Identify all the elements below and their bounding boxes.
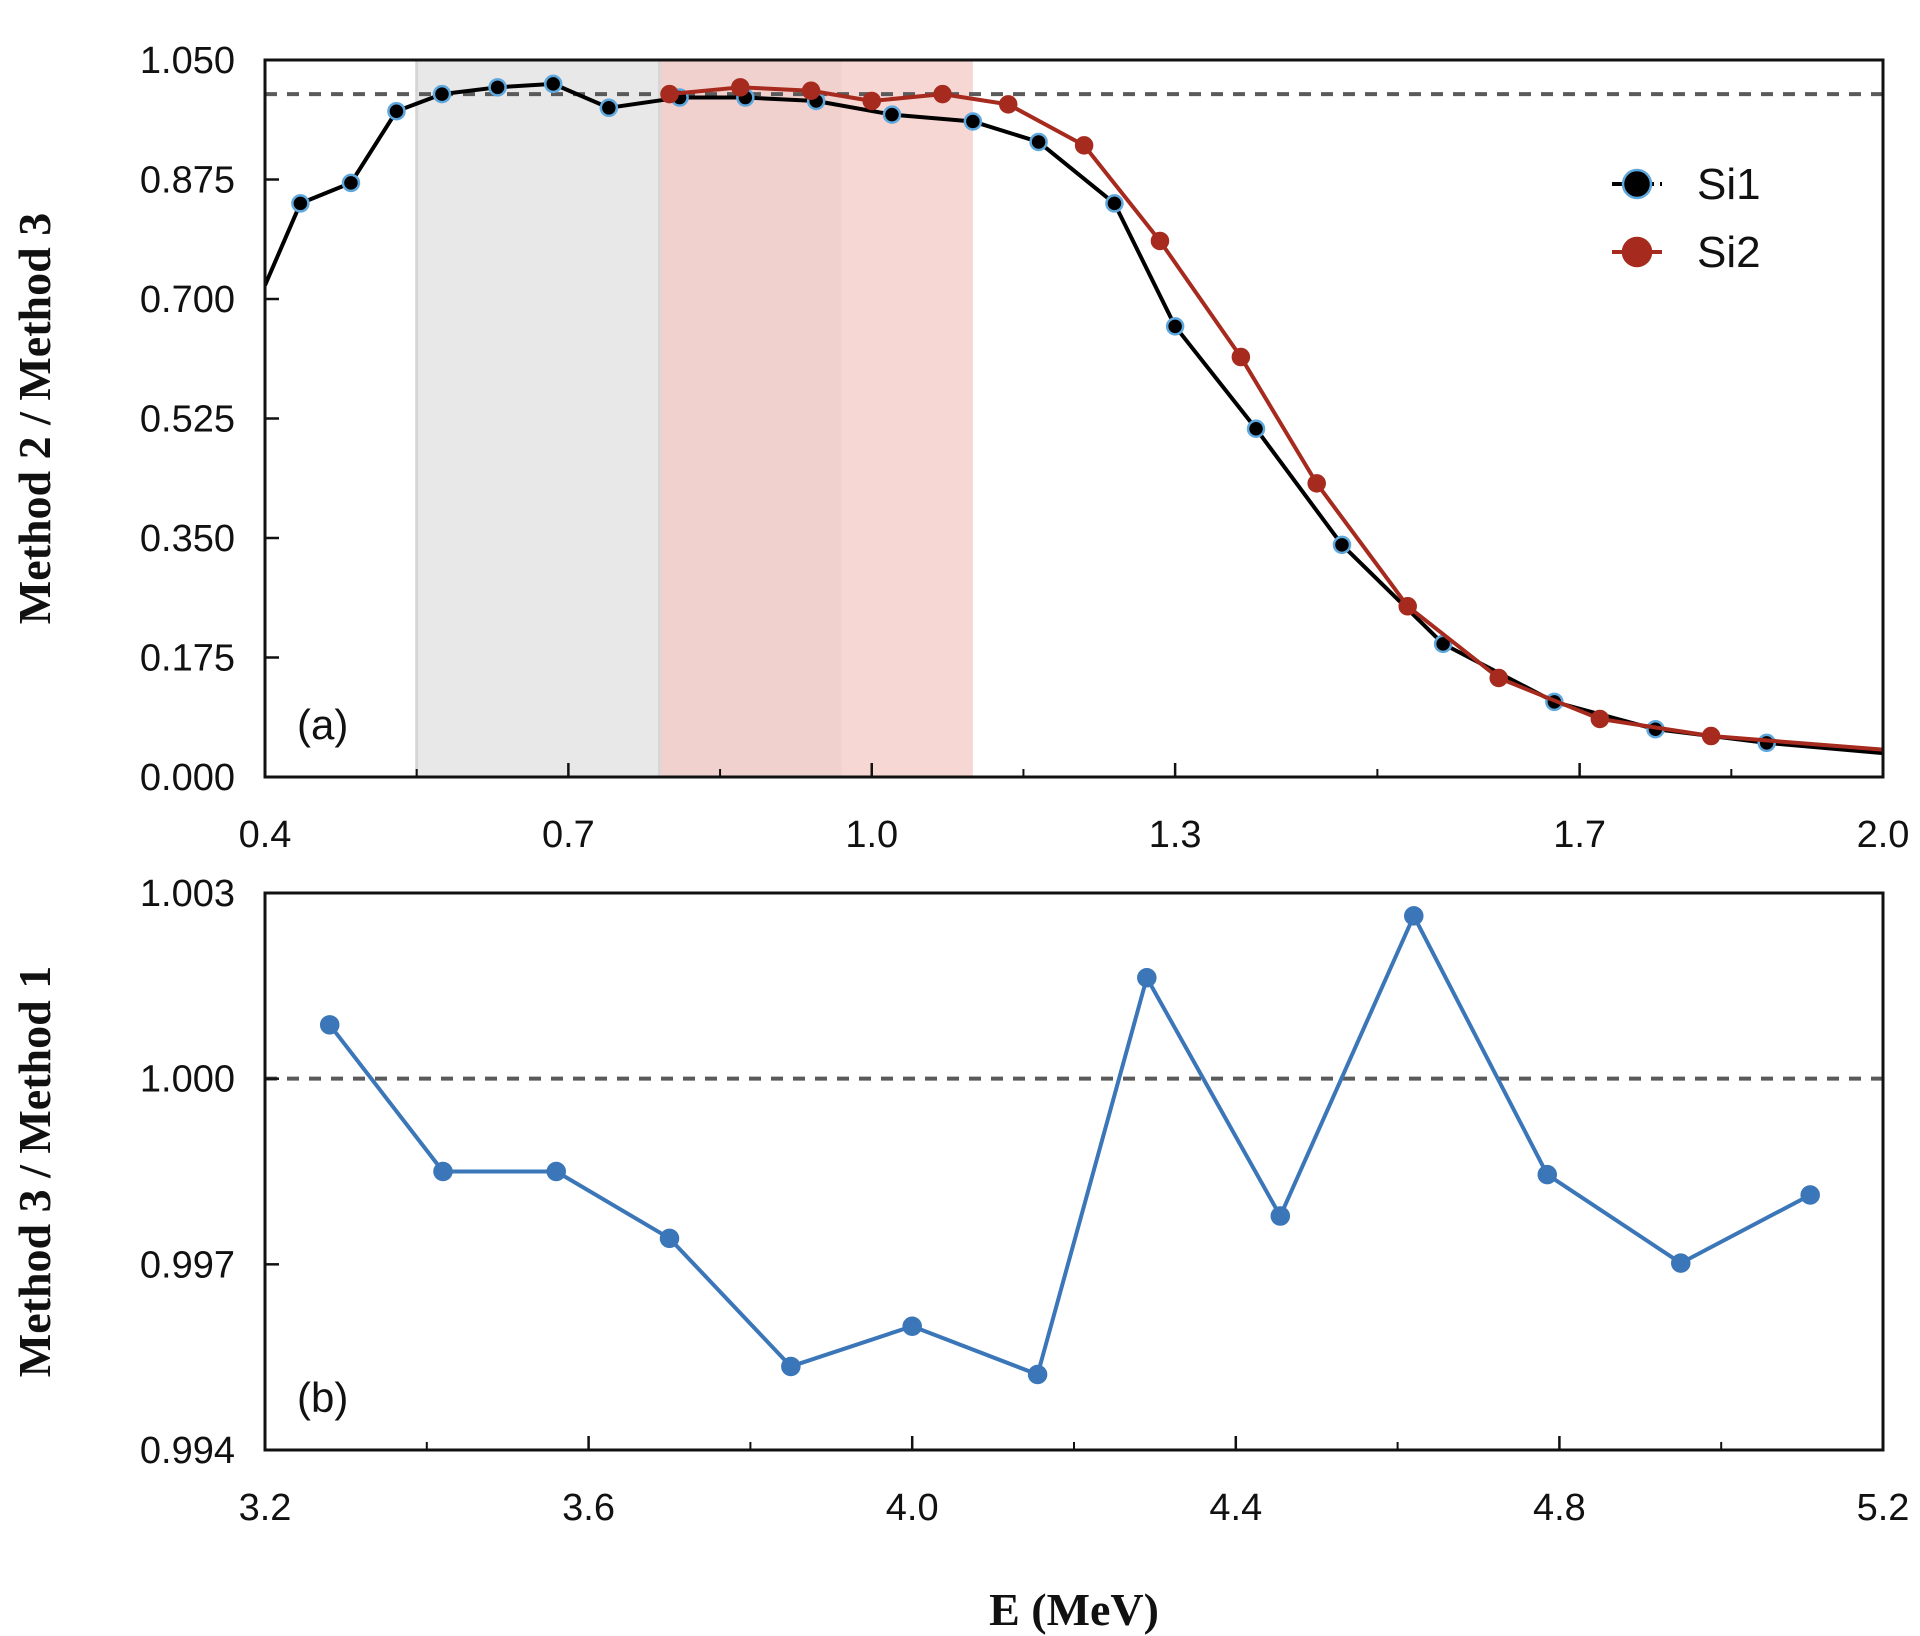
- x-tick-label: 2.0: [1857, 814, 1910, 856]
- x-tick-label: 1.0: [845, 814, 898, 856]
- data-point: [1165, 317, 1185, 336]
- data-point: [1270, 1206, 1291, 1226]
- data-point: [1537, 1164, 1558, 1185]
- y-tick-label: 0.175: [140, 638, 235, 680]
- series-group: [265, 74, 1883, 756]
- shaded-region: [659, 60, 973, 777]
- data-point: [1246, 419, 1266, 438]
- data-point: [781, 1356, 801, 1377]
- data-point: [1137, 968, 1157, 988]
- data-point: [660, 84, 679, 104]
- y-tick-label: 0.350: [140, 518, 235, 560]
- y-tick-label: 1.003: [140, 873, 235, 915]
- x-tick-label: 4.8: [1533, 1487, 1586, 1529]
- data-point: [291, 194, 310, 213]
- legend-label: Si1: [1697, 160, 1761, 209]
- data-point: [933, 84, 952, 104]
- x-axis-title: E (MeV): [989, 1584, 1159, 1635]
- data-point: [659, 1228, 680, 1249]
- y-tick-label: 1.000: [140, 1059, 235, 1101]
- data-point: [731, 78, 750, 97]
- y-tick-label: 1.050: [140, 40, 235, 82]
- data-point: [433, 1161, 453, 1182]
- y-axis-title: Method 2 / Method 3: [9, 213, 60, 624]
- data-point: [1029, 132, 1048, 152]
- data-point: [902, 1316, 922, 1336]
- data-point: [1231, 347, 1251, 367]
- y-axis: 0.000 0.175 0.350 0.525 0.700 0.875 1.050: [140, 40, 279, 799]
- data-point: [801, 81, 821, 100]
- data-point: [963, 112, 983, 131]
- data-point: [1398, 597, 1417, 616]
- data-point: [882, 105, 902, 124]
- data-point: [387, 101, 406, 121]
- data-point: [1800, 1185, 1820, 1205]
- data-point: [1105, 194, 1124, 213]
- x-tick-label: 3.6: [562, 1487, 615, 1529]
- y-tick-label: 0.875: [140, 160, 235, 202]
- x-tick-label: 5.2: [1857, 1487, 1910, 1529]
- data-point: [1489, 668, 1508, 688]
- shaded-regions: [415, 60, 973, 777]
- data-point: [862, 91, 881, 111]
- x-tick-label: 1.3: [1149, 814, 1202, 856]
- series-group: [319, 906, 1820, 1385]
- y-tick-label: 0.000: [140, 757, 235, 799]
- y-axis: 0.994 0.997 1.000 1.003: [140, 873, 279, 1472]
- data-point: [1404, 906, 1424, 926]
- data-point: [1027, 1364, 1048, 1385]
- data-point: [1074, 136, 1094, 155]
- data-point: [319, 1015, 340, 1035]
- panel-label: (b): [297, 1374, 348, 1421]
- data-point: [546, 1161, 566, 1182]
- legend-marker: [1621, 168, 1653, 200]
- data-point: [543, 74, 563, 94]
- data-point: [488, 78, 507, 97]
- y-tick-label: 0.700: [140, 279, 235, 321]
- x-tick-label: 4.4: [1209, 1487, 1262, 1529]
- legend-label: Si2: [1697, 228, 1761, 277]
- legend-marker: [1621, 236, 1653, 268]
- data-point: [341, 173, 361, 193]
- y-axis-title: Method 3 / Method 1: [9, 966, 60, 1377]
- data-point: [1307, 474, 1326, 493]
- y-tick-label: 0.994: [140, 1430, 235, 1472]
- data-point: [999, 95, 1018, 114]
- x-axis: 3.2 3.6 4.0 4.4 4.8 5.2: [239, 1436, 1910, 1529]
- x-tick-label: 0.7: [542, 814, 595, 856]
- data-point: [1701, 726, 1721, 746]
- series-line-data: [328, 913, 1812, 1377]
- data-point: [599, 98, 619, 118]
- data-point: [1332, 535, 1352, 555]
- data-point: [1671, 1253, 1691, 1273]
- data-point: [1150, 231, 1170, 251]
- x-tick-label: 0.4: [239, 814, 292, 856]
- x-tick-label: 1.7: [1553, 814, 1606, 856]
- y-tick-label: 0.525: [140, 399, 235, 441]
- x-tick-label: 3.2: [239, 1487, 292, 1529]
- x-axis: 0.4 0.7 1.0 1.3 1.7 2.0: [239, 763, 1910, 856]
- y-tick-label: 0.997: [140, 1244, 235, 1286]
- panel-label: (a): [297, 701, 348, 748]
- data-point: [1590, 709, 1610, 729]
- x-tick-label: 4.0: [886, 1487, 939, 1529]
- data-point: [432, 84, 452, 104]
